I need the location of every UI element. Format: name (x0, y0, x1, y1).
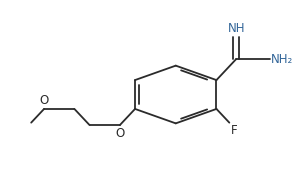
Text: NH: NH (227, 22, 245, 35)
Text: NH₂: NH₂ (271, 53, 293, 66)
Text: F: F (231, 124, 237, 137)
Text: O: O (115, 127, 125, 140)
Text: O: O (39, 94, 49, 107)
